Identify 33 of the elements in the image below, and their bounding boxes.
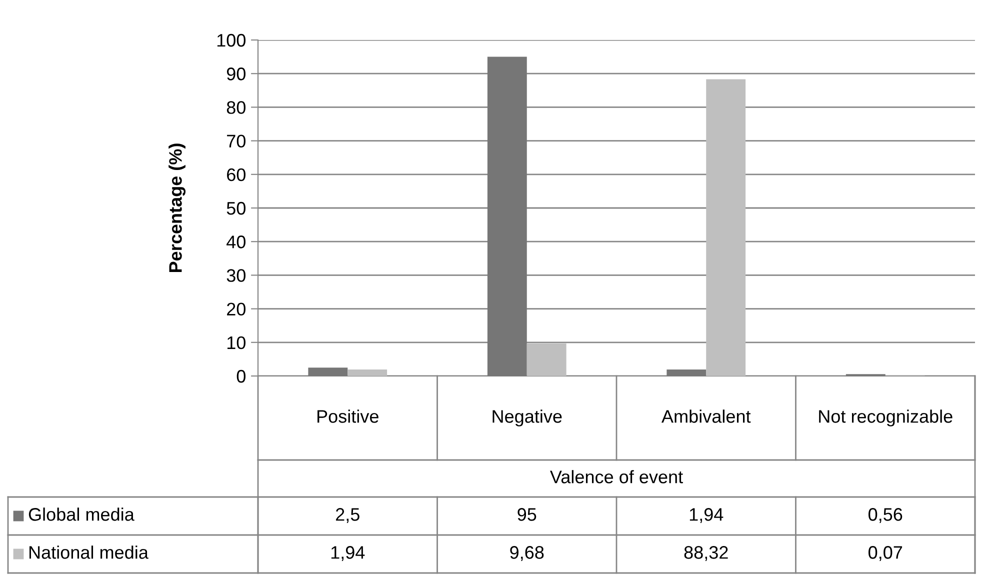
bar: [706, 79, 746, 376]
y-tick-label: 80: [226, 101, 246, 114]
y-axis-title: Percentage (%): [168, 144, 186, 272]
bar: [487, 56, 527, 376]
bar: [526, 343, 566, 376]
y-tick-label: 70: [227, 134, 246, 148]
data-label: 9,68: [510, 546, 544, 561]
bar: [308, 368, 348, 376]
x-tick-label: Ambivalent: [662, 410, 751, 423]
y-tick-label: 100: [217, 34, 246, 47]
data-label: 1,94: [690, 508, 724, 523]
y-tick-label: 0: [236, 370, 246, 383]
x-tick-label: Not recognizable: [819, 410, 952, 426]
data-label: 88,32: [684, 546, 728, 561]
legend-label: Global media: [28, 508, 134, 521]
bar: [348, 369, 388, 376]
data-label: 0,56: [868, 508, 902, 523]
x-tick-label: Positive: [317, 410, 378, 423]
y-tick-label: 90: [226, 68, 246, 80]
y-tick-label: 10: [227, 336, 246, 350]
y-tick-label: 60: [227, 168, 246, 182]
data-label: 0,07: [868, 546, 902, 561]
y-tick-label: 50: [226, 202, 246, 215]
bar: [666, 369, 706, 376]
x-tick-label: Negative: [492, 410, 562, 426]
data-label: 95: [518, 508, 536, 521]
data-label: 1,94: [331, 546, 365, 561]
data-label: 2,5: [336, 508, 360, 523]
legend-label: National media: [29, 546, 148, 559]
y-tick-label: 30: [226, 269, 246, 282]
y-tick-label: 40: [226, 236, 246, 248]
y-tick-label: 20: [227, 302, 246, 316]
x-axis-title: Valence of event: [550, 470, 683, 484]
